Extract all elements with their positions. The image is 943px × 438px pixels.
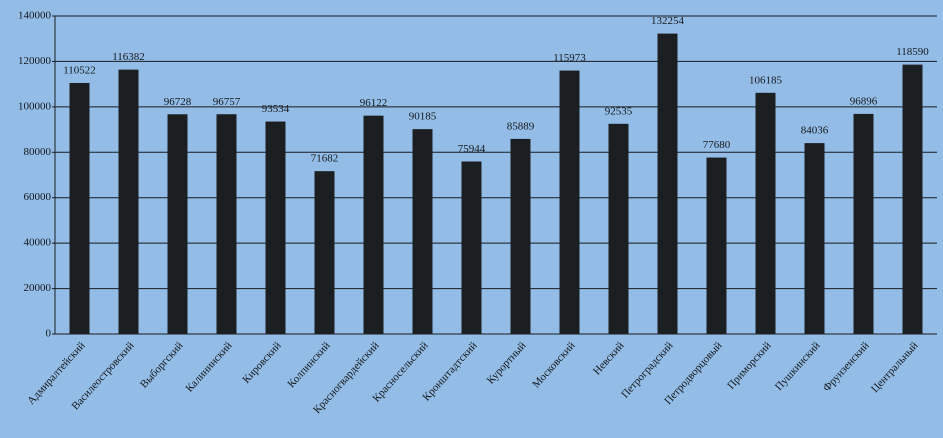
bar	[69, 82, 90, 334]
data-label: 96728	[164, 96, 192, 108]
data-label: 96122	[360, 97, 388, 109]
bar	[167, 114, 188, 334]
y-tick-label: 20000	[24, 282, 52, 294]
y-tick-label: 140000	[18, 10, 52, 22]
data-label: 110522	[63, 64, 96, 76]
bar	[412, 129, 433, 334]
data-label: 71682	[311, 153, 339, 165]
data-label: 90185	[409, 111, 437, 123]
bar	[216, 114, 237, 334]
bar	[510, 138, 531, 334]
bar	[118, 69, 139, 334]
y-tick-label: 40000	[24, 237, 52, 249]
data-label: 96757	[213, 96, 241, 108]
data-label: 75944	[458, 143, 486, 155]
y-tick-label: 80000	[24, 146, 52, 158]
bar	[706, 157, 727, 334]
data-label: 115973	[553, 52, 586, 64]
data-label: 96896	[850, 95, 878, 107]
bar	[657, 33, 678, 335]
bar	[853, 113, 874, 334]
bar	[902, 64, 923, 334]
data-label: 84036	[801, 125, 829, 137]
data-label: 92535	[605, 105, 633, 117]
data-label: 106185	[749, 74, 783, 86]
data-label: 116382	[112, 51, 145, 63]
bar	[804, 143, 825, 334]
y-tick-label: 60000	[24, 191, 52, 203]
y-tick-label: 100000	[18, 100, 52, 112]
y-tick-label: 120000	[18, 55, 52, 67]
bar	[265, 121, 286, 335]
bar	[608, 123, 629, 334]
data-label: 77680	[703, 139, 731, 151]
data-label: 85889	[507, 120, 535, 132]
bar	[559, 70, 580, 334]
bar	[314, 171, 335, 334]
data-label: 118590	[896, 46, 929, 58]
y-tick-label: 0	[46, 328, 52, 340]
bar	[461, 161, 482, 334]
bar	[755, 92, 776, 335]
data-label: 132254	[651, 15, 685, 27]
data-label: 93534	[262, 103, 290, 115]
bar	[363, 115, 384, 334]
